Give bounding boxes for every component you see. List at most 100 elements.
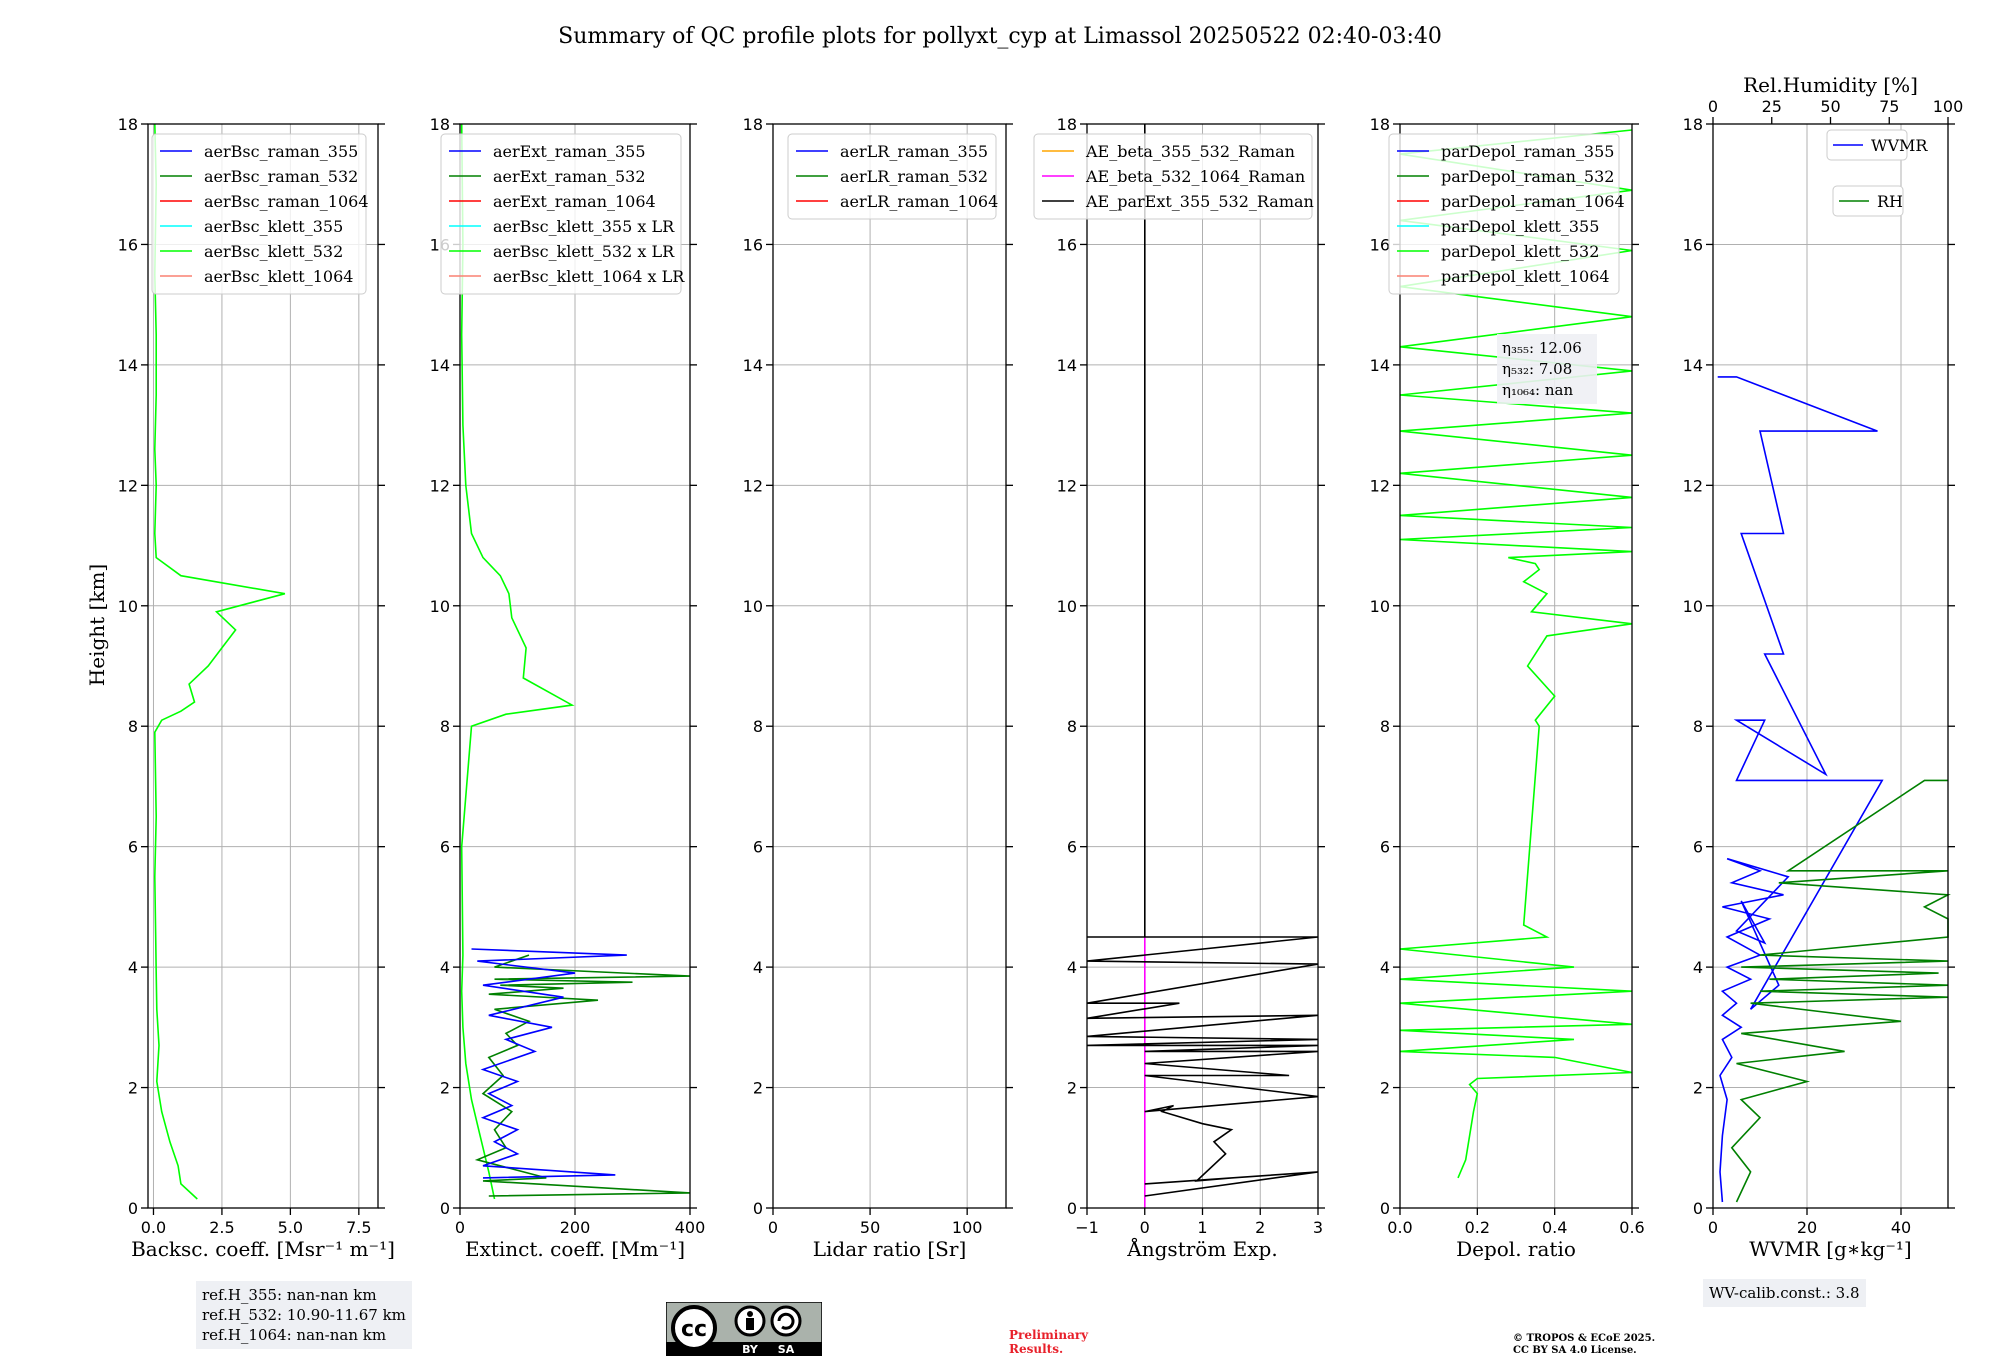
x-tick-label: 1 [1197,1218,1207,1237]
y-tick-label: 0 [128,1199,138,1218]
y-tick-label: 6 [440,838,450,857]
axes-frame [147,123,379,1209]
y-tick-label: 12 [1370,476,1390,495]
x-tick-label: 7.5 [346,1218,371,1237]
x-tick-label: −1 [1075,1218,1099,1237]
legend: AE_beta_355_532_Raman AE_beta_532_1064_Ra… [1033,133,1314,220]
y-tick-label: 6 [1380,838,1390,857]
copyright-line-1: © TROPOS & ECoE 2025. [1513,1333,1656,1344]
top-x-tick-label: 0 [1708,97,1718,116]
legend: aerExt_raman_355 aerExt_raman_532 aerExt_r… [440,133,685,295]
y-tick-label: 12 [118,476,138,495]
preliminary-line-1: Preliminary [1009,1328,1089,1342]
y-tick-label: 6 [1693,838,1703,857]
legend-entry: parDepol_raman_532 [1441,167,1614,186]
y-tick-label: 2 [1693,1079,1703,1098]
series-line-aerBsc_klett_532 [153,123,286,1200]
x-tick-label: 0 [1140,1218,1150,1237]
x-axis-label: Ångström Exp. [1126,1236,1277,1261]
y-tick-label: 16 [118,235,138,254]
y-tick-label: 14 [118,356,138,375]
y-tick-label: 18 [430,115,450,134]
y-tick-label: 4 [440,958,450,977]
y-tick-label: 6 [753,838,763,857]
legend-entry: parDepol_klett_532 [1441,242,1599,261]
y-tick-label: 2 [1067,1079,1077,1098]
copyright-note: © TROPOS & ECoE 2025. CC BY SA 4.0 Licen… [1513,1333,1655,1357]
x-tick-label: 0.4 [1542,1218,1567,1237]
legend-entry: aerBsc_klett_532 [204,242,343,261]
x-tick-label: 0 [1708,1218,1718,1237]
x-tick-label: 0.6 [1619,1218,1644,1237]
top-axis-label: Rel.Humidity [%] [1743,73,1918,97]
legend: aerLR_raman_355 aerLR_raman_532 aerLR_rama… [787,133,998,220]
y-tick-label: 12 [430,476,450,495]
y-tick-label: 10 [118,597,138,616]
y-tick-label: 12 [743,476,763,495]
share-alike-icon [770,1305,802,1337]
axes-frame [1712,123,1949,1209]
y-tick-label: 18 [1057,115,1077,134]
x-tick-label: 0 [768,1218,778,1237]
x-tick-label: 20 [1797,1218,1817,1237]
y-tick-label: 14 [1683,356,1703,375]
y-tick-label: 4 [1693,958,1703,977]
series-line-aerExt_raman_532 [474,954,691,1197]
y-tick-label: 12 [1057,476,1077,495]
x-tick-label: 50 [860,1218,880,1237]
legend: aerBsc_raman_355 aerBsc_raman_532 aerBsc_r… [151,133,369,295]
y-tick-label: 2 [128,1079,138,1098]
x-tick-label: 100 [952,1218,983,1237]
wv-calib-box: WV-calib.const.: 3.8 [1703,1279,1866,1307]
legend-entry: aerLR_raman_532 [840,167,988,186]
x-axis-label: Lidar ratio [Sr] [813,1237,967,1261]
legend-entry: aerLR_raman_355 [840,142,988,161]
y-axis-label: Height [km] [85,564,109,686]
y-tick-label: 18 [1370,115,1390,134]
cc-letters: cc [681,1317,707,1342]
legend-entry: parDepol_klett_1064 [1441,267,1610,286]
ref-height-box: ref.H_355: nan-nan km ref.H_532: 10.90-1… [196,1281,412,1349]
y-tick-label: 8 [1693,717,1703,736]
figure-title: Summary of QC profile plots for pollyxt_… [558,24,1442,49]
legend-entry: aerBsc_raman_532 [204,167,358,186]
legend-entry: aerBsc_klett_1064 [204,267,353,286]
y-tick-label: 0 [1067,1199,1077,1218]
y-tick-label: 14 [430,356,450,375]
legend-entry: aerBsc_klett_355 [204,217,343,236]
legend-entry: aerBsc_klett_532 x LR [493,242,675,261]
legend-WVMR: WVMR [1826,129,1928,161]
x-tick-label: 400 [675,1218,706,1237]
eta-value: η₁₀₆₄: nan [1502,381,1573,399]
y-tick-label: 0 [753,1199,763,1218]
legend-entry: aerExt_raman_355 [493,142,646,161]
wv-calib-const: WV-calib.const.: 3.8 [1709,1284,1860,1302]
cc-circle-icon [671,1305,717,1351]
axes-frame [1399,123,1633,1209]
legend-entry: AE_beta_355_532_Raman [1085,142,1295,161]
legend-entry: RH [1877,192,1903,211]
legend-entry: AE_beta_532_1064_Raman [1085,167,1305,186]
y-tick-label: 10 [743,597,763,616]
ref-height-1064: ref.H_1064: nan-nan km [202,1326,387,1344]
panel-depolarization: 0 2 4 6 8 10 12 14 16 18 0.0 0.2 0.4 0.6 Depol. ratio p… [1370,115,1645,1261]
x-axis-label: WVMR [g∗kg⁻¹] [1749,1237,1911,1261]
y-tick-label: 4 [1067,958,1077,977]
y-tick-label: 2 [753,1079,763,1098]
x-tick-label: 0.2 [1465,1218,1490,1237]
legend-entry: AE_parExt_355_532_Raman [1085,192,1314,211]
y-tick-label: 14 [1370,356,1390,375]
x-tick-label: 200 [560,1218,591,1237]
cc-sa-label: SA [778,1343,795,1356]
y-tick-label: 6 [128,838,138,857]
series-line-aerBsc_klett_532 x LR [460,123,575,1200]
eta-value: η₃₅₅: 12.06 [1502,339,1582,357]
legend-entry: WVMR [1871,136,1928,155]
series-line-aerExt_raman_355 [471,948,627,1179]
series-line-RH [1730,779,1951,1203]
y-tick-label: 16 [1370,235,1390,254]
y-tick-label: 16 [1057,235,1077,254]
